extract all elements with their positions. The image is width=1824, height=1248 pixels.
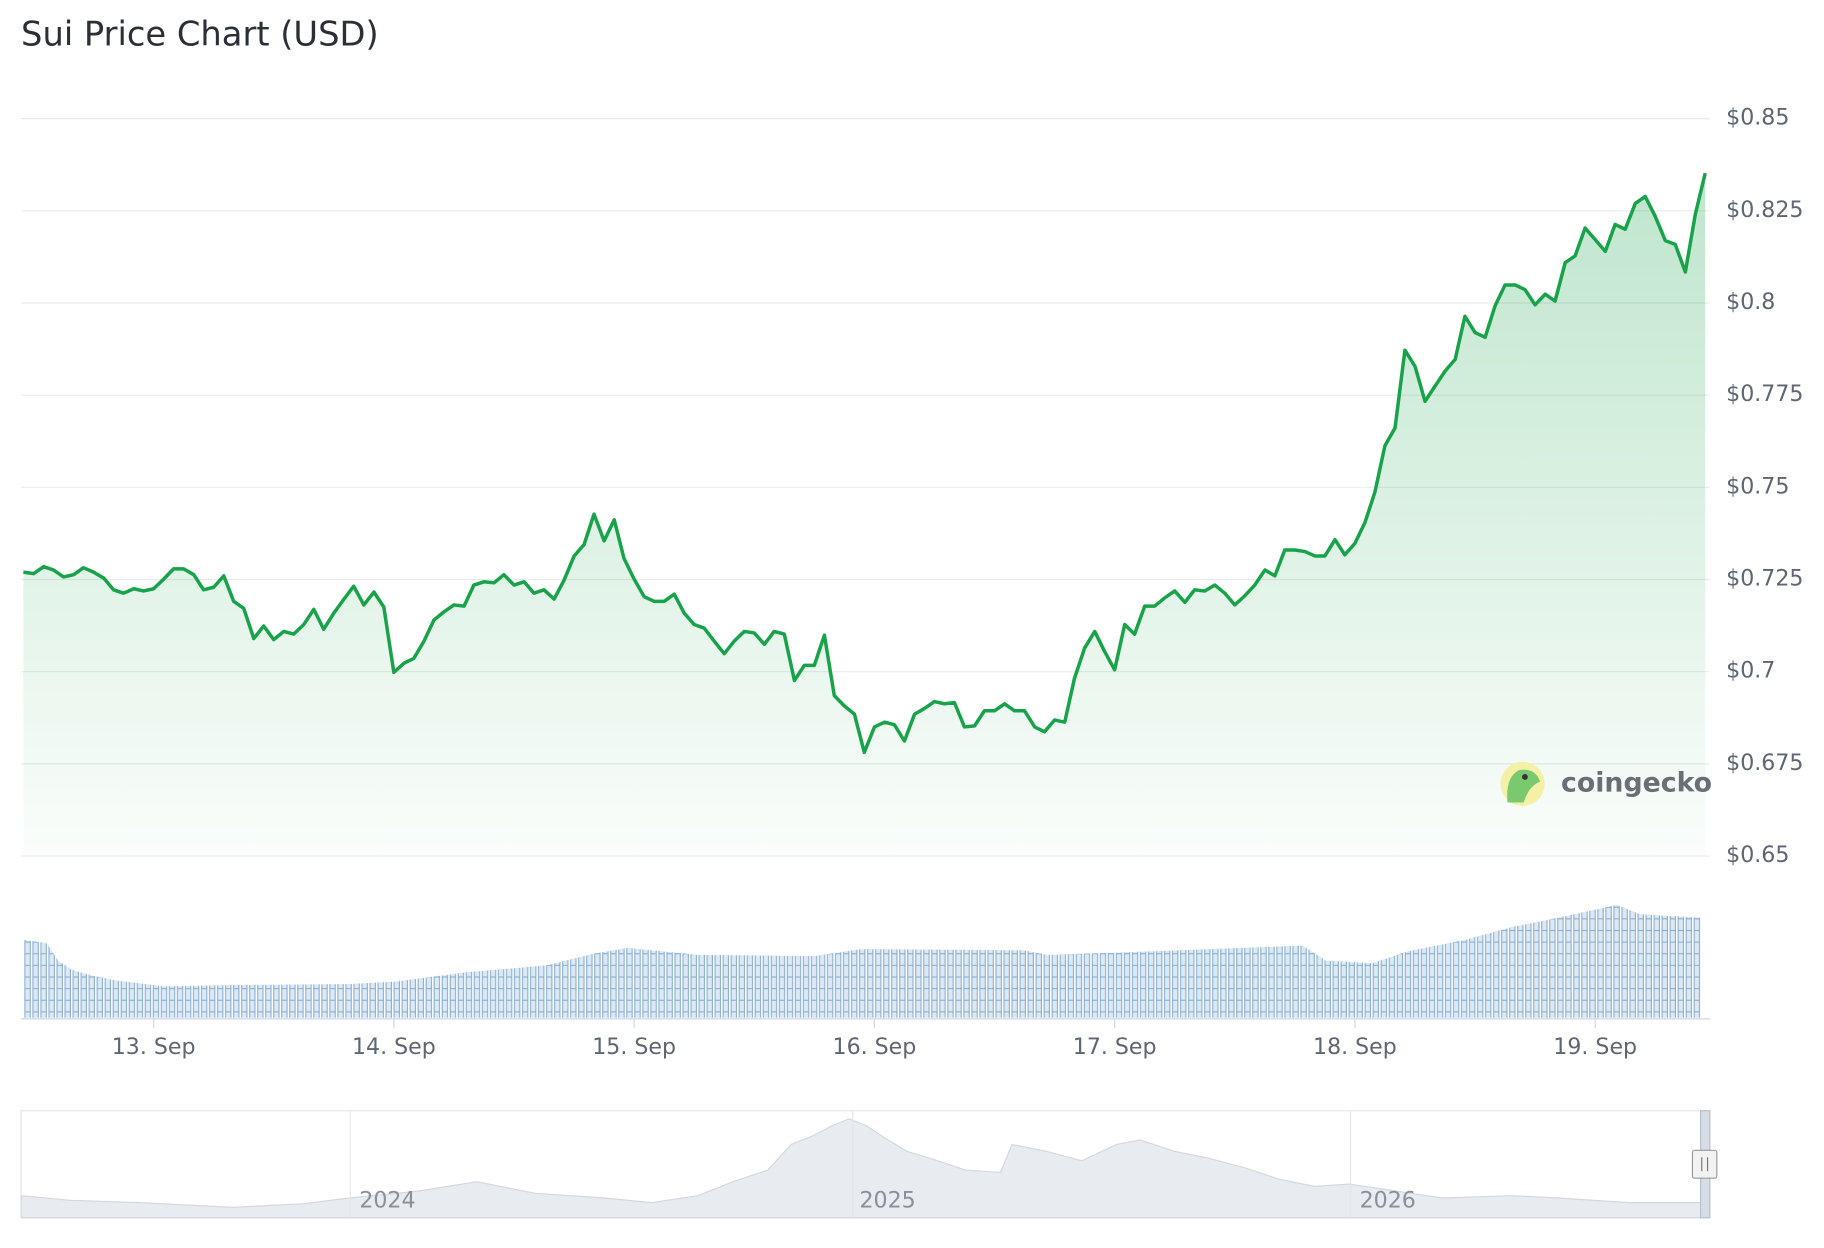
y-tick-label: $0.75	[1726, 473, 1789, 499]
navigator-label: 2026	[1360, 1187, 1416, 1213]
x-tick-label: 18. Sep	[1313, 1034, 1397, 1060]
price-line	[23, 172, 1707, 755]
navigator: 2024 2025 2026	[20, 1110, 1718, 1219]
x-tick-label: 17. Sep	[1073, 1034, 1157, 1060]
navigator-label: 2025	[859, 1187, 915, 1213]
watermark-logo-bird	[1507, 769, 1541, 803]
y-tick-label: $0.8	[1726, 289, 1775, 315]
x-tick-label: 19. Sep	[1553, 1034, 1637, 1060]
y-tick-label: $0.675	[1726, 750, 1803, 776]
x-tick-label: 15. Sep	[592, 1034, 676, 1060]
y-tick-label: $0.85	[1726, 105, 1789, 131]
x-tick-label: 13. Sep	[112, 1034, 196, 1060]
plot-area	[23, 172, 1707, 857]
chart-title: Sui Price Chart (USD)	[21, 15, 379, 54]
y-tick-label: $0.825	[1726, 197, 1803, 223]
watermark-text: coingecko	[1561, 767, 1712, 798]
navigator-handle[interactable]	[1691, 1149, 1718, 1179]
y-tick-label: $0.775	[1726, 381, 1803, 407]
watermark: coingecko	[1500, 761, 1712, 807]
y-tick-label: $0.65	[1726, 842, 1789, 868]
y-tick-label: $0.7	[1726, 658, 1775, 684]
y-tick-label: $0.725	[1726, 566, 1803, 592]
navigator-label: 2024	[359, 1187, 415, 1213]
x-tick-label: 14. Sep	[352, 1034, 436, 1060]
volume-bars	[23, 904, 1701, 1018]
x-tick-label: 16. Sep	[833, 1034, 917, 1060]
price-area	[23, 173, 1706, 857]
watermark-logo-eye	[1522, 774, 1528, 780]
navigator-area	[20, 1118, 1702, 1219]
